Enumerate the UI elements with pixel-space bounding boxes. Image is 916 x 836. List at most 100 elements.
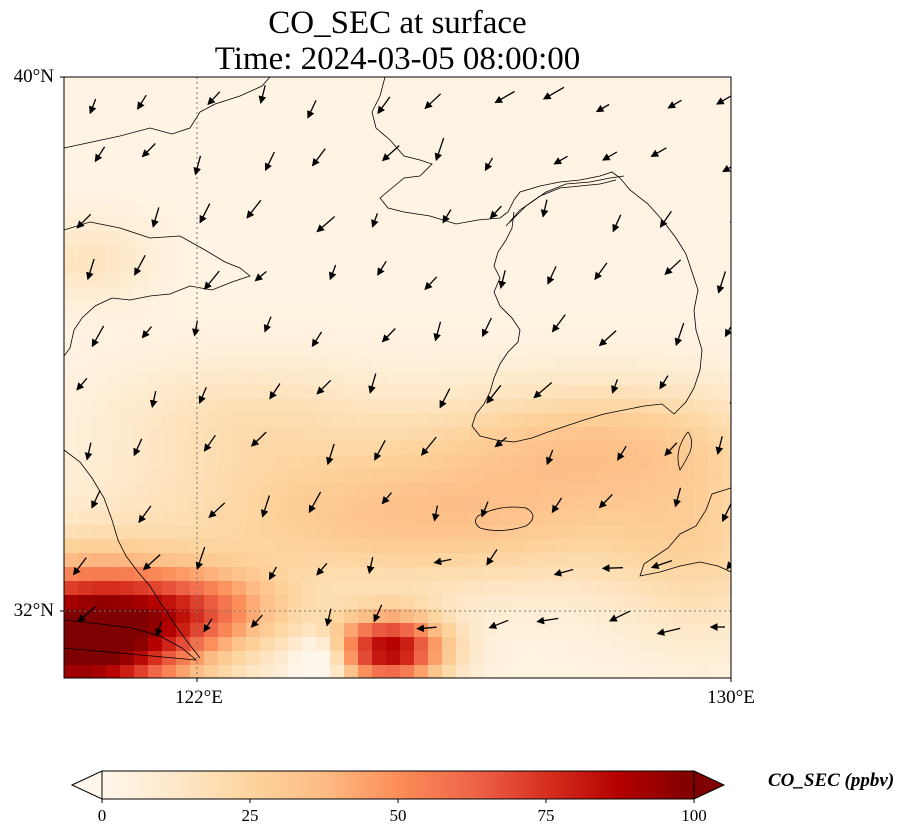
field-cell xyxy=(92,455,107,470)
field-cell xyxy=(330,511,345,526)
field-cell xyxy=(218,469,233,484)
field-cell xyxy=(78,483,93,498)
field-cell xyxy=(274,161,289,176)
field-cell xyxy=(582,273,597,288)
field-cell xyxy=(526,105,541,120)
field-cell xyxy=(78,343,93,358)
field-cell xyxy=(610,77,625,92)
field-cell xyxy=(316,427,331,442)
field-cell xyxy=(610,511,625,526)
field-cell xyxy=(176,609,191,624)
field-cell xyxy=(596,413,611,428)
field-cell xyxy=(134,217,149,232)
field-cell xyxy=(64,231,79,246)
field-cell xyxy=(134,539,149,554)
wind-arrow xyxy=(659,210,672,228)
field-cell xyxy=(260,427,275,442)
field-cell xyxy=(92,371,107,386)
field-cell xyxy=(596,399,611,414)
field-cell xyxy=(498,595,513,610)
field-cell xyxy=(260,441,275,456)
field-cell xyxy=(162,119,177,134)
field-cell xyxy=(288,553,303,568)
colorbar-label: CO_SEC (ppbv) xyxy=(768,770,895,791)
field-cell xyxy=(134,553,149,568)
field-cell xyxy=(120,427,135,442)
field-cell xyxy=(582,105,597,120)
field-cell xyxy=(190,637,205,652)
field-cell xyxy=(442,651,457,666)
field-cell xyxy=(148,525,163,540)
field-cell xyxy=(596,427,611,442)
field-cell xyxy=(568,273,583,288)
wind-arrow xyxy=(91,325,105,348)
wind-arrow xyxy=(601,564,624,573)
field-cell xyxy=(344,581,359,596)
field-cell xyxy=(302,259,317,274)
lat-label-40n: 40°N xyxy=(13,66,54,87)
field-cell xyxy=(92,609,107,624)
field-cell xyxy=(330,161,345,176)
wind-vectors xyxy=(72,85,731,637)
field-cell xyxy=(568,371,583,386)
field-cell xyxy=(498,175,513,190)
field-cell xyxy=(358,651,373,666)
field-cell xyxy=(708,105,723,120)
field-cell xyxy=(596,609,611,624)
field-cell xyxy=(330,133,345,148)
field-cell xyxy=(512,567,527,582)
field-cell xyxy=(190,609,205,624)
field-cell xyxy=(638,651,653,666)
field-cell xyxy=(568,623,583,638)
field-cell xyxy=(358,315,373,330)
field-cell xyxy=(176,189,191,204)
field-cell xyxy=(344,245,359,260)
field-cell xyxy=(64,441,79,456)
field-cell xyxy=(106,623,121,638)
field-cell xyxy=(134,245,149,260)
field-cell xyxy=(176,147,191,162)
field-cell xyxy=(526,301,541,316)
field-cell xyxy=(470,637,485,652)
field-cell xyxy=(260,665,275,678)
field-cell xyxy=(582,77,597,92)
field-cell xyxy=(218,413,233,428)
field-cell xyxy=(274,567,289,582)
field-cell xyxy=(652,651,667,666)
field-cell xyxy=(484,175,499,190)
field-cell xyxy=(232,441,247,456)
field-cell xyxy=(134,273,149,288)
field-cell xyxy=(120,413,135,428)
field-cell xyxy=(120,189,135,204)
field-cell xyxy=(722,133,731,148)
field-cell xyxy=(666,91,681,106)
field-cell xyxy=(456,637,471,652)
field-cell xyxy=(680,329,695,344)
field-cell xyxy=(512,161,527,176)
field-cell xyxy=(540,637,555,652)
map-frame xyxy=(63,76,732,679)
field-cell xyxy=(204,623,219,638)
field-cell xyxy=(148,651,163,666)
field-cell xyxy=(288,217,303,232)
field-cell xyxy=(260,119,275,134)
field-cell xyxy=(400,441,415,456)
field-cell xyxy=(120,119,135,134)
field-cell xyxy=(330,105,345,120)
wind-arrow xyxy=(481,317,492,338)
field-cell xyxy=(330,581,345,596)
field-cell xyxy=(442,637,457,652)
field-cell xyxy=(610,469,625,484)
field-cell xyxy=(176,161,191,176)
field-cell xyxy=(148,511,163,526)
field-cell xyxy=(120,553,135,568)
field-cell xyxy=(442,483,457,498)
field-cell xyxy=(568,441,583,456)
field-cell xyxy=(246,77,261,92)
wind-arrow xyxy=(595,103,610,113)
field-cell xyxy=(148,329,163,344)
field-cell xyxy=(246,525,261,540)
field-cell xyxy=(442,497,457,512)
field-cell xyxy=(708,553,723,568)
field-cell xyxy=(386,175,401,190)
